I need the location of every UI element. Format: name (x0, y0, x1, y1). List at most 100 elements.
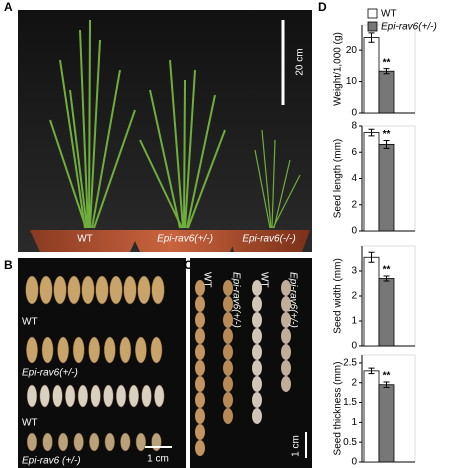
y-tick-label: 0 (351, 108, 357, 119)
row-label: WT (22, 317, 38, 328)
seed (223, 408, 233, 424)
y-tick-label: 8 (351, 121, 357, 132)
seed (252, 392, 262, 408)
panel-label: B (4, 258, 13, 272)
y-tick-label: 2 (351, 291, 357, 302)
seed (57, 336, 69, 364)
seed (223, 312, 233, 328)
pot-label: WT (77, 234, 93, 245)
seed (223, 376, 233, 392)
significance: ** (383, 57, 391, 68)
y-tick-label: 2 (351, 199, 357, 210)
y-tick-label: 2 (351, 377, 357, 388)
panel-label: C (184, 258, 193, 272)
significance: ** (383, 129, 391, 140)
row-label: WT (22, 418, 38, 429)
seed (195, 312, 205, 328)
y-tick-label: 10 (346, 76, 358, 87)
seed (141, 384, 152, 408)
seed (150, 336, 163, 364)
y-axis-label: Seed thickness (mm) (333, 362, 344, 456)
seed (73, 432, 84, 452)
seed (252, 360, 262, 376)
bar (378, 384, 395, 463)
seed (77, 384, 89, 408)
seed-chains (195, 280, 291, 456)
seed (281, 280, 291, 296)
seed (95, 275, 109, 305)
scale-label: 1 cm (291, 435, 302, 457)
y-tick-label: 3 (351, 266, 357, 277)
bar (378, 143, 395, 232)
photo-seed-chains (190, 258, 312, 468)
seed (281, 360, 291, 376)
error-bar (368, 251, 375, 263)
seed (39, 384, 50, 408)
seed (103, 384, 114, 408)
y-axis-label: Seed length (mm) (333, 139, 344, 218)
seed (151, 275, 165, 305)
bar (363, 37, 380, 114)
significance: ** (383, 265, 391, 276)
legend-swatch (367, 8, 378, 19)
seed (25, 275, 39, 305)
error-bar (383, 68, 390, 75)
scale-label: 1 cm (147, 454, 169, 465)
y-tick-label: 0.5 (343, 437, 357, 448)
pot-label: Epi-rav6(+/-) (157, 234, 213, 245)
seed (26, 432, 38, 452)
y-tick-label: 4 (351, 173, 357, 184)
error-bar (368, 367, 375, 375)
y-axis-label: Weight/1,000 (g) (333, 32, 344, 106)
y-tick-label: 0 (351, 226, 357, 237)
seed (281, 344, 291, 360)
bar (363, 256, 380, 347)
seed (223, 360, 233, 376)
y-tick-label: 2.5 (343, 358, 357, 369)
seed (65, 384, 76, 408)
y-tick-label: 6 (351, 147, 357, 158)
seed (151, 432, 162, 452)
panel-label: A (4, 0, 13, 14)
seed (41, 336, 54, 364)
seed (26, 336, 38, 364)
seed (67, 275, 81, 305)
seed (137, 275, 151, 305)
y-tick-label: 20 (346, 45, 358, 56)
panel-label: D (318, 0, 327, 14)
legend-swatch (367, 21, 378, 32)
seed (104, 432, 115, 452)
legend-label: WT (381, 9, 397, 20)
seed (119, 336, 132, 364)
seed (223, 328, 233, 344)
seed (88, 336, 101, 364)
seed (57, 432, 69, 452)
error-bar (368, 32, 375, 43)
column-label: Epi-rav6(+/-) (230, 272, 241, 328)
error-bar (383, 275, 390, 282)
significance: ** (383, 371, 391, 382)
seed (109, 275, 123, 305)
column-label: WT (201, 272, 212, 288)
bar (363, 370, 380, 463)
seed (223, 296, 233, 312)
seed (195, 280, 205, 296)
y-tick-label: 1.5 (343, 397, 357, 408)
seed (154, 384, 165, 408)
seed (90, 384, 101, 408)
y-axis-label: Seed width (mm) (333, 258, 344, 334)
seed (195, 408, 205, 424)
seed (53, 275, 67, 305)
legend-label: Epi-rav6(+/-) (381, 22, 437, 33)
seed (195, 376, 205, 392)
seed (252, 312, 262, 328)
seed (281, 296, 291, 312)
seed (195, 424, 205, 440)
seed (252, 296, 262, 312)
pot-label: Epi-rav6(-/-) (242, 234, 295, 245)
seed (123, 275, 137, 305)
row-label: Epi-rav6 (+/-) (22, 456, 81, 467)
y-tick-label: 1 (351, 316, 357, 327)
